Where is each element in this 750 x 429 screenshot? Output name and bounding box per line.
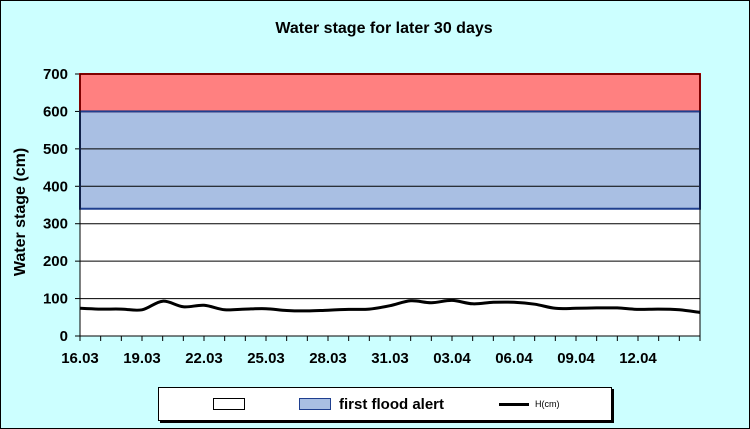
legend-item-first-flood-alert: first flood alert (299, 388, 444, 420)
x-tick-label: 28.03 (309, 350, 347, 367)
legend: first flood alert H(cm) (158, 387, 612, 421)
x-tick-label: 12.04 (619, 350, 657, 367)
legend-label-first-flood-alert: first flood alert (339, 395, 445, 413)
y-tick-label: 100 (43, 291, 68, 308)
x-tick-label: 06.04 (495, 350, 533, 367)
y-tick-label: 700 (43, 66, 68, 83)
x-tick-label: 22.03 (185, 350, 223, 367)
x-tick-label: 19.03 (123, 350, 161, 367)
chart-title: Water stage for later 30 days (275, 20, 492, 37)
legend-swatch-flood-alert (299, 398, 331, 410)
y-tick-label: 600 (43, 103, 68, 120)
y-tick-label: 0 (60, 328, 68, 345)
legend-item-water-level: H(cm) (499, 388, 560, 420)
x-tick-label: 31.03 (371, 350, 409, 367)
band-0 (80, 74, 700, 112)
legend-item-band (213, 388, 253, 420)
y-tick-label: 500 (43, 141, 68, 158)
legend-line-swatch (499, 402, 529, 406)
y-tick-label: 200 (43, 253, 68, 270)
x-tick-label: 09.04 (557, 350, 595, 367)
x-tick-label: 03.04 (433, 350, 471, 367)
series-line-water-level (79, 298, 701, 314)
legend-swatch (213, 398, 245, 410)
y-axis-label: Water stage (cm) (12, 148, 29, 276)
y-tick-label: 400 (43, 178, 68, 195)
x-tick-label: 16.03 (61, 350, 99, 367)
band-1 (80, 111, 700, 209)
x-tick-label: 25.03 (247, 350, 285, 367)
legend-label-water-level: H(cm) (535, 399, 560, 409)
plot-border (79, 73, 701, 337)
y-tick-label: 300 (43, 216, 68, 233)
